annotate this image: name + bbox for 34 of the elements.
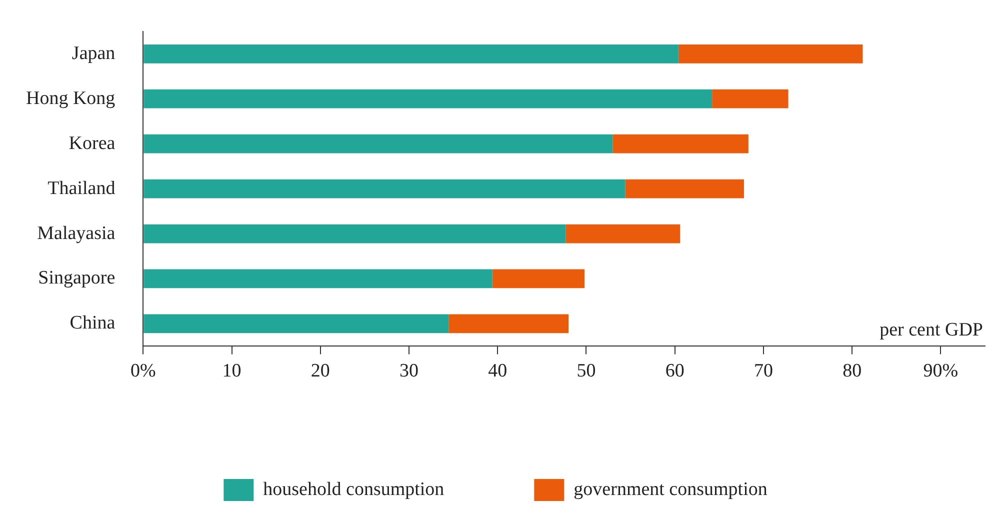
y-tick-label: China [70,312,116,334]
x-tick-label: 60 [665,360,684,382]
bar [448,314,569,334]
y-tick-label: Japan [72,42,116,64]
bar [492,269,584,288]
bar [612,134,748,154]
bar [144,269,492,288]
bar [566,224,680,244]
x-tick-label: 50 [576,360,596,382]
bar [144,314,449,334]
x-tick-label: 20 [310,360,330,382]
legend-label: government consumption [574,478,768,500]
bar [144,89,712,108]
bar [678,44,863,64]
x-tick-label: 80 [842,360,862,382]
bar [144,44,678,64]
y-tick-label: Korea [68,132,116,154]
x-tick-label: 90% [923,360,958,382]
x-tick-label: 30 [400,360,419,382]
bar [144,179,626,198]
y-tick-label: Malayasia [37,222,116,244]
x-tick-label: 10 [222,360,242,382]
x-tick-label: 40 [488,360,508,382]
x-tick-label: 0% [130,360,156,382]
annotation: per cent GDP [880,320,983,341]
legend-label: household consumption [263,478,445,500]
bar [144,224,566,244]
y-tick-label: Hong Kong [26,88,116,109]
bar [144,134,613,154]
y-tick-label: Singapore [38,268,116,289]
bar [625,179,744,198]
bar [712,89,788,108]
x-tick-label: 70 [754,360,773,382]
y-tick-label: Thailand [48,178,116,199]
